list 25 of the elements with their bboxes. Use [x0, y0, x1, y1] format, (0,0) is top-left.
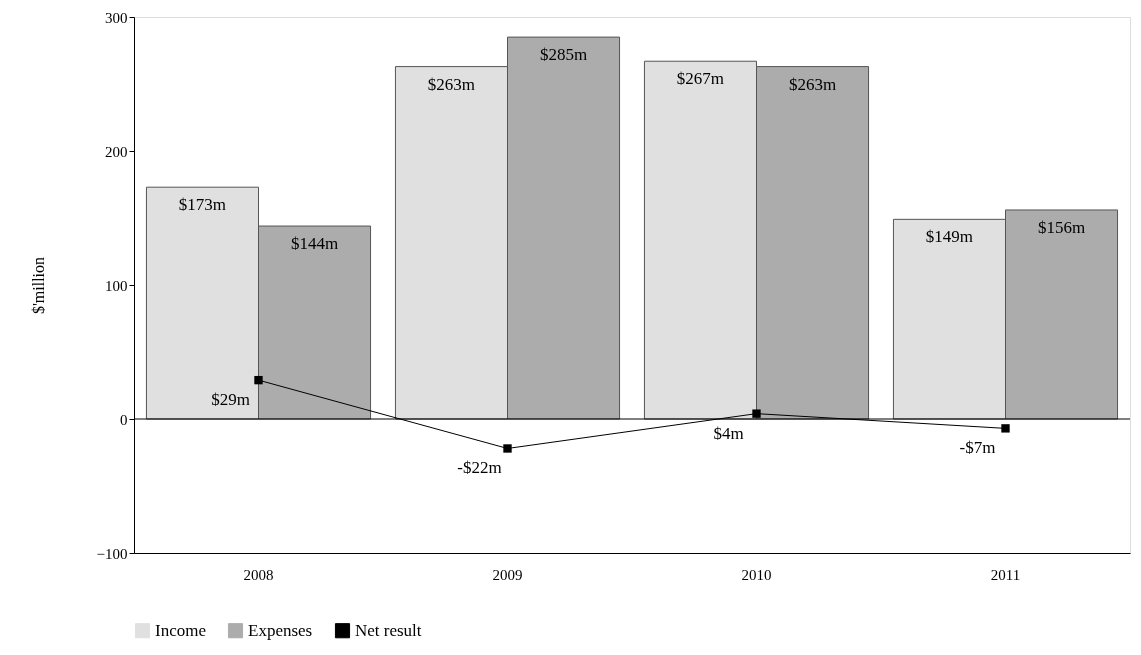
data-label: $144m: [290, 234, 339, 254]
x-tick-label: 2009: [492, 566, 523, 583]
legend-label: Net result: [355, 620, 422, 640]
y-tick-label: 0: [120, 411, 128, 428]
data-label: $149m: [925, 227, 974, 247]
legend-label: Income: [155, 620, 206, 640]
data-label: $263m: [427, 74, 476, 94]
data-label: $267m: [676, 69, 725, 89]
data-label: $263m: [788, 74, 837, 94]
data-label: $173m: [178, 195, 227, 215]
x-tick-label: 2010: [741, 566, 772, 583]
data-label: -$7m: [959, 438, 996, 458]
data-label: $285m: [539, 45, 588, 65]
data-label: -$22m: [457, 458, 502, 478]
y-tick-label: 300: [105, 9, 128, 26]
y-tick-label: 100: [105, 277, 128, 294]
y-axis-title: $'million: [29, 256, 47, 315]
data-label: $4m: [713, 423, 744, 443]
y-tick-label: −100: [96, 545, 128, 562]
x-tick-label: 2011: [990, 566, 1021, 583]
y-tick-label: 200: [105, 143, 128, 160]
data-label: $29m: [211, 390, 250, 410]
x-tick-label: 2008: [243, 566, 274, 583]
legend-label: Expenses: [248, 620, 313, 640]
data-label: $156m: [1037, 217, 1086, 237]
